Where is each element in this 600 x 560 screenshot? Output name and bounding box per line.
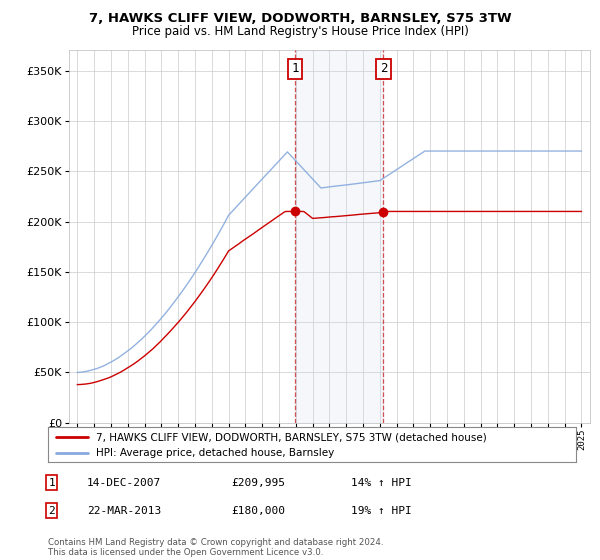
Text: 2: 2 xyxy=(48,506,55,516)
Text: 14-DEC-2007: 14-DEC-2007 xyxy=(87,478,161,488)
Text: 7, HAWKS CLIFF VIEW, DODWORTH, BARNSLEY, S75 3TW: 7, HAWKS CLIFF VIEW, DODWORTH, BARNSLEY,… xyxy=(89,12,511,25)
Text: £209,995: £209,995 xyxy=(231,478,285,488)
Text: 19% ↑ HPI: 19% ↑ HPI xyxy=(351,506,412,516)
Text: £180,000: £180,000 xyxy=(231,506,285,516)
Text: 22-MAR-2013: 22-MAR-2013 xyxy=(87,506,161,516)
Text: 14% ↑ HPI: 14% ↑ HPI xyxy=(351,478,412,488)
Text: 7, HAWKS CLIFF VIEW, DODWORTH, BARNSLEY, S75 3TW (detached house): 7, HAWKS CLIFF VIEW, DODWORTH, BARNSLEY,… xyxy=(95,432,486,442)
Text: HPI: Average price, detached house, Barnsley: HPI: Average price, detached house, Barn… xyxy=(95,449,334,458)
Bar xyxy=(295,50,383,423)
Text: 1: 1 xyxy=(291,62,299,75)
Text: 2: 2 xyxy=(380,62,387,75)
Text: Price paid vs. HM Land Registry's House Price Index (HPI): Price paid vs. HM Land Registry's House … xyxy=(131,25,469,38)
Text: 1: 1 xyxy=(48,478,55,488)
Text: Contains HM Land Registry data © Crown copyright and database right 2024.
This d: Contains HM Land Registry data © Crown c… xyxy=(48,538,383,557)
